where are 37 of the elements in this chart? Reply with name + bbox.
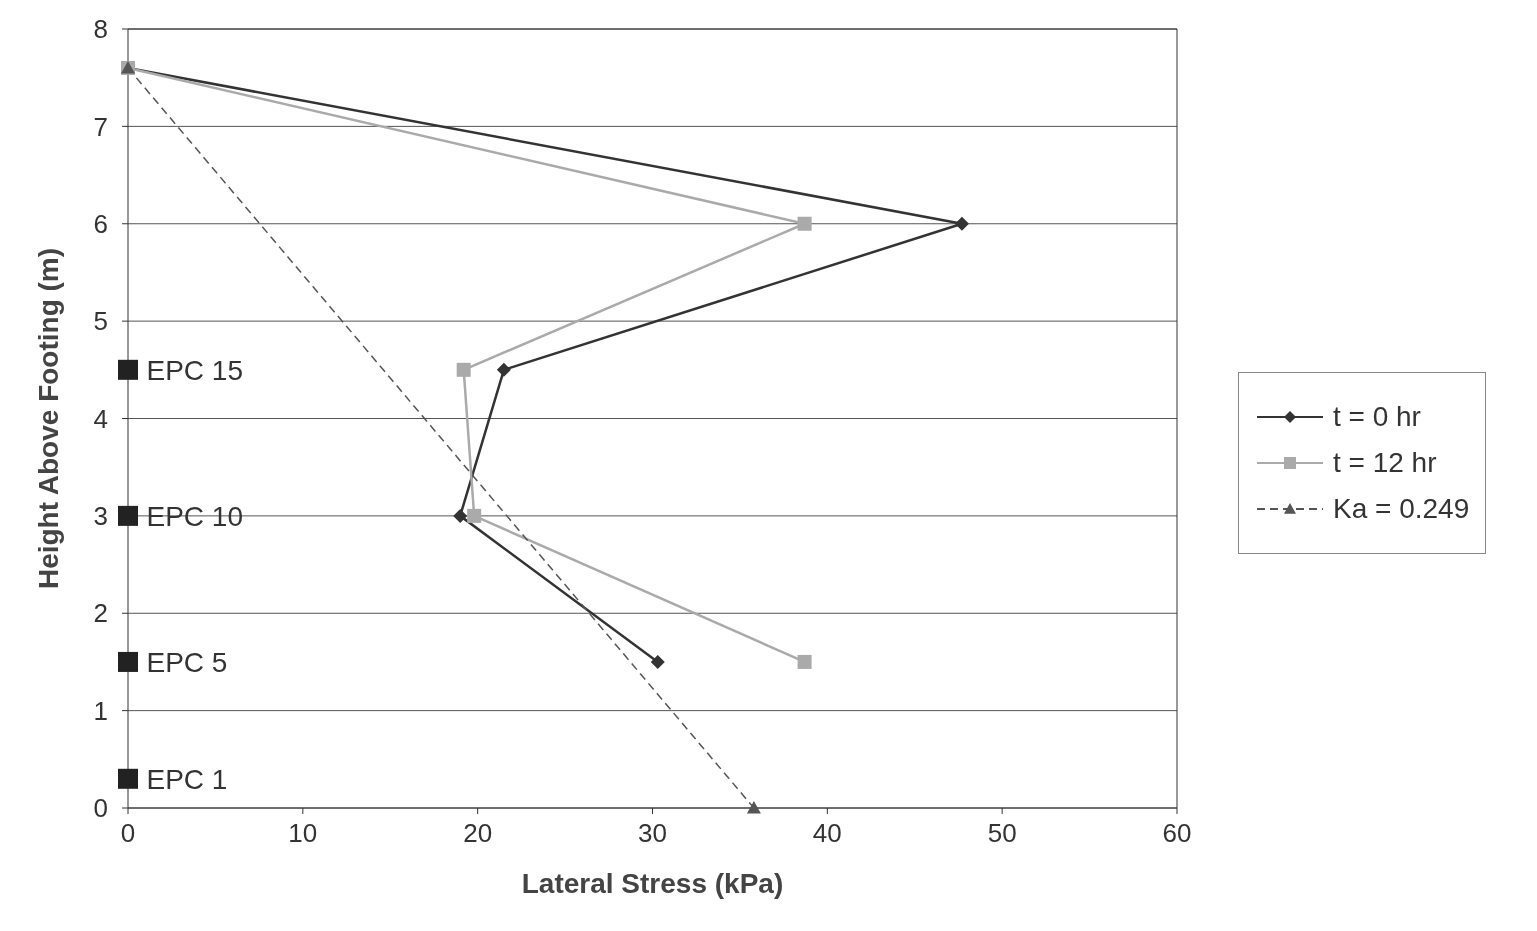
x-tick-label: 20 (463, 818, 493, 849)
point (797, 216, 812, 231)
y-tick-label: 2 (93, 598, 108, 629)
point (118, 505, 138, 526)
point (954, 216, 969, 231)
legend-label: t = 0 hr (1333, 401, 1421, 433)
y-tick-label: 0 (93, 793, 108, 824)
point (118, 768, 138, 789)
y-tick-label: 3 (93, 501, 108, 532)
y-tick-label: 6 (93, 208, 108, 239)
y-tick-label: 5 (93, 306, 108, 337)
point (118, 651, 138, 672)
legend-label: t = 12 hr (1333, 447, 1437, 479)
point (453, 508, 468, 523)
point (118, 359, 138, 380)
point (797, 654, 812, 669)
data-label: EPC 5 (146, 646, 228, 678)
data-label: EPC 15 (146, 354, 244, 386)
point (456, 362, 471, 377)
x-tick-label: 0 (120, 818, 136, 849)
data-label: EPC 10 (146, 500, 244, 532)
y-axis-title: Height Above Footing (m) (32, 247, 64, 590)
x-tick-label: 30 (638, 818, 667, 849)
y-tick-label: 4 (93, 403, 108, 434)
point (650, 654, 665, 669)
y-tick-label: 7 (93, 111, 108, 142)
data-label: EPC 1 (146, 763, 228, 795)
x-tick-label: 40 (812, 818, 842, 849)
x-tick-label: 50 (987, 818, 1017, 849)
point (467, 508, 482, 523)
point (496, 362, 511, 377)
x-tick-label: 60 (1162, 818, 1192, 849)
y-tick-label: 1 (93, 695, 108, 726)
x-axis-title: Lateral Stress (kPa) (521, 868, 784, 899)
x-tick-label: 10 (288, 818, 318, 849)
legend-label: Ka = 0.249 (1333, 493, 1470, 525)
y-tick-label: 8 (93, 14, 108, 45)
